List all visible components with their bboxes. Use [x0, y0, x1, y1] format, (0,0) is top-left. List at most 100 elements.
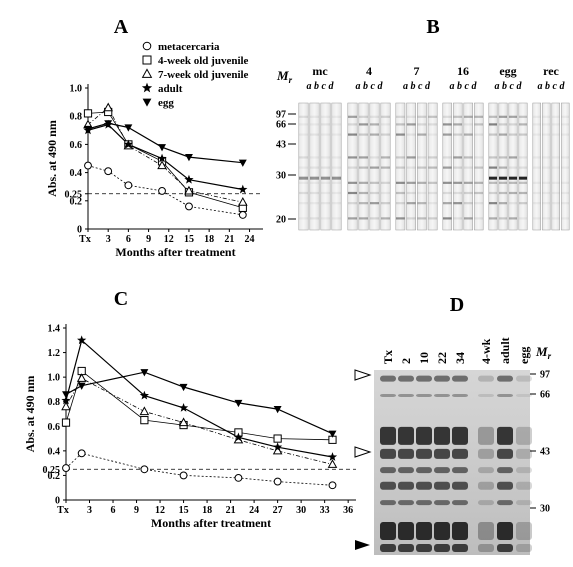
blot-band-strong	[499, 176, 507, 180]
x-tick-label: 6	[126, 234, 131, 245]
x-tick-label: 18	[204, 234, 214, 245]
mw-marker-label: 97	[540, 370, 550, 381]
blot-band	[533, 181, 541, 184]
blot-band-strong	[332, 176, 341, 180]
blot-band	[509, 115, 517, 118]
gel-band	[478, 544, 494, 553]
blot-band	[381, 181, 390, 184]
blot-band	[464, 191, 473, 195]
blot-band	[299, 202, 308, 205]
gel-band	[380, 426, 396, 445]
blot-band	[489, 181, 497, 184]
blot-band	[381, 166, 390, 169]
gel-band	[434, 426, 450, 445]
y-tick-label: 0	[55, 496, 60, 507]
blot-band	[533, 166, 541, 169]
data-point	[158, 144, 166, 152]
gel-band	[380, 375, 396, 382]
legend-marker-icon	[142, 41, 152, 51]
blot-band	[464, 181, 473, 184]
data-point	[238, 184, 248, 194]
gel-lane-label: 4-wk	[479, 338, 493, 364]
gel-band	[398, 544, 414, 553]
legend-marker-icon	[141, 68, 153, 78]
blot-band	[552, 156, 560, 159]
gel-band	[398, 426, 414, 445]
blot-band	[443, 202, 452, 205]
blot-band	[533, 133, 541, 136]
blot-band	[474, 115, 483, 118]
blot-band	[519, 202, 527, 205]
blot-band	[396, 166, 405, 169]
data-point	[61, 401, 71, 411]
data-point	[157, 160, 167, 170]
blot-band	[474, 181, 483, 184]
blot-band	[499, 123, 507, 126]
blot-band	[417, 123, 427, 126]
blot-band	[428, 191, 437, 195]
blot-band	[406, 217, 416, 220]
mw-marker-label: 43	[540, 447, 550, 458]
data-point	[83, 109, 93, 118]
blot-band	[370, 123, 379, 126]
gel-band	[516, 500, 532, 506]
blot-band	[561, 123, 569, 126]
blot-band	[499, 133, 507, 136]
blot-strip	[561, 102, 570, 231]
blot-band	[464, 202, 473, 205]
gel-band	[497, 448, 513, 459]
blot-band-strong	[509, 176, 517, 180]
blot-strip	[298, 102, 309, 231]
blot-band	[332, 217, 341, 220]
blot-band	[299, 191, 308, 195]
gel-band	[398, 481, 414, 490]
blot-strip	[369, 102, 380, 231]
gel-band	[497, 375, 513, 382]
data-point	[77, 449, 86, 458]
blot-band	[332, 181, 341, 184]
blot-band	[453, 191, 462, 195]
gel-band	[516, 481, 532, 490]
blot-band	[359, 156, 368, 159]
gel-band	[478, 426, 494, 445]
blot-band	[552, 166, 560, 169]
gel-band	[497, 481, 513, 490]
gel-lane-label: egg	[517, 347, 531, 364]
blot-strip	[518, 102, 528, 231]
blot-band	[533, 202, 541, 205]
legend-marker-icon	[141, 82, 153, 93]
panel-letter-a: A	[114, 16, 129, 38]
mw-marker-label: 30	[540, 504, 550, 515]
blot-band	[542, 181, 550, 184]
blot-strip	[331, 102, 342, 231]
blot-strip	[551, 102, 560, 231]
gel-lane-label: 22	[435, 352, 449, 364]
blot-band	[321, 123, 330, 126]
blot-band	[310, 191, 319, 195]
x-tick-label: 33	[320, 505, 330, 516]
data-point	[140, 416, 149, 425]
blot-band	[474, 166, 483, 169]
blot-band	[321, 166, 330, 169]
blot-band	[417, 156, 427, 159]
blot-band	[552, 202, 560, 205]
data-point	[238, 210, 247, 219]
x-tick-label: 12	[155, 505, 165, 516]
blot-band	[509, 133, 517, 136]
blot-band	[474, 191, 483, 195]
data-point	[84, 125, 92, 134]
data-point	[77, 335, 87, 345]
blot-band	[489, 156, 497, 159]
blot-band	[381, 202, 390, 205]
blot-band	[542, 166, 550, 169]
blot-band	[499, 191, 507, 195]
blot-band	[332, 115, 341, 118]
blot-band	[533, 156, 541, 159]
y-tick-label: 0.8	[70, 112, 83, 123]
gel-band	[478, 467, 494, 474]
blot-band	[509, 123, 517, 126]
legend-label: 4-week old juvenile	[158, 55, 249, 67]
blot-band	[489, 115, 497, 118]
blot-band	[499, 115, 507, 118]
gel-band	[434, 467, 450, 474]
